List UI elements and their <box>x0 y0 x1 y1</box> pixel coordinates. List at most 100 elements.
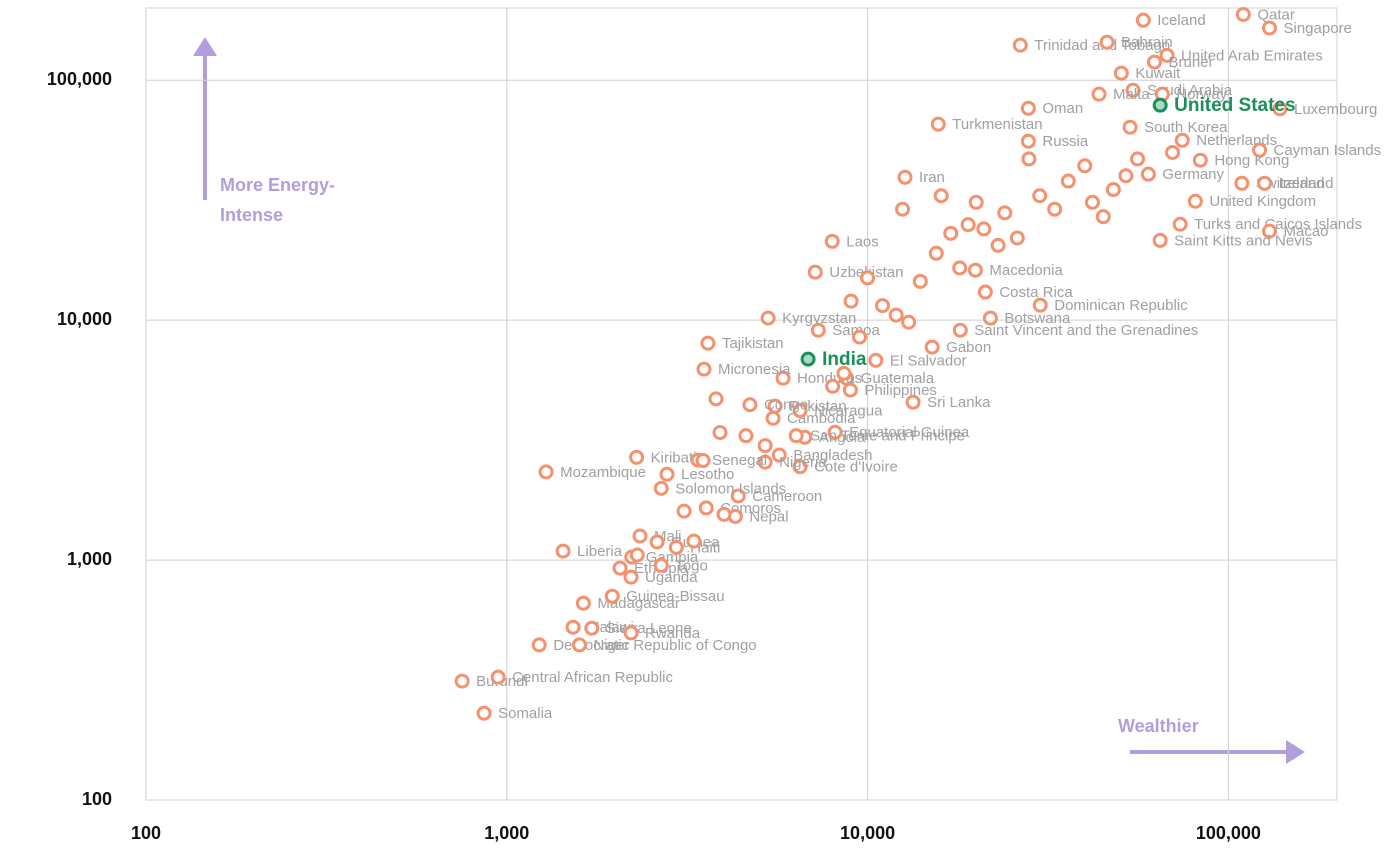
point <box>1234 175 1250 191</box>
point-label: Cameroon <box>752 488 822 505</box>
point <box>1020 100 1036 116</box>
point <box>875 298 891 314</box>
point <box>943 225 959 241</box>
point <box>1130 151 1146 167</box>
point <box>952 260 968 276</box>
point <box>668 539 684 555</box>
point <box>1020 133 1036 149</box>
point <box>1099 34 1115 50</box>
point-label: Cote d'Ivoire <box>814 459 898 476</box>
point <box>584 620 600 636</box>
point <box>765 410 781 426</box>
point <box>649 534 665 550</box>
point <box>757 438 773 454</box>
point <box>843 293 859 309</box>
point <box>1118 168 1134 184</box>
point <box>912 273 928 289</box>
point <box>716 506 732 522</box>
point-label: Oman <box>1042 100 1083 117</box>
point-label: Gabon <box>946 339 991 356</box>
point <box>1084 194 1100 210</box>
point <box>695 453 711 469</box>
annotation: Wealthier <box>1118 716 1199 736</box>
point-label: United States <box>1174 95 1295 116</box>
point-label: Togo <box>675 557 708 574</box>
point <box>490 669 506 685</box>
point <box>1257 175 1273 191</box>
point-label: Switzerland <box>1256 175 1334 192</box>
point <box>976 221 992 237</box>
point <box>771 447 787 463</box>
point <box>696 361 712 377</box>
point <box>1140 166 1156 182</box>
point-label: Germany <box>1162 166 1224 183</box>
point-label: Solomon Islands <box>675 480 786 497</box>
point <box>565 619 581 635</box>
point <box>612 560 628 576</box>
annotation: More Energy- <box>220 175 335 195</box>
point-label: Central African Republic <box>512 669 673 686</box>
point <box>575 595 591 611</box>
point-label: Sri Lanka <box>927 394 991 411</box>
point-label: Ireland <box>1279 175 1325 192</box>
point <box>629 547 645 563</box>
point <box>454 673 470 689</box>
point <box>788 428 804 444</box>
point-label: Senegal <box>712 452 767 469</box>
point-label: Saint Kitts and Nevis <box>1174 232 1312 249</box>
point <box>1165 144 1181 160</box>
point-label: Turks and Caicos Islands <box>1194 216 1362 233</box>
point <box>860 270 876 286</box>
point-label: Guatemala <box>861 370 935 387</box>
point-label: Brunei <box>1168 54 1211 71</box>
x-arrow-head <box>1286 740 1305 764</box>
point-label: Philippines <box>864 382 937 399</box>
point-label: Norway <box>1176 86 1227 103</box>
point-label: India <box>822 349 867 370</box>
point-label: Nicaragua <box>814 403 883 420</box>
point <box>807 264 823 280</box>
point <box>825 378 841 394</box>
point-label: Malawi <box>587 619 634 636</box>
point <box>775 370 791 386</box>
point <box>632 528 648 544</box>
point-label: Bahrain <box>1121 34 1173 51</box>
point <box>1047 201 1063 217</box>
point <box>1012 37 1028 53</box>
point-label: Bangladesh <box>793 447 872 464</box>
point <box>698 500 714 516</box>
point-label: Liberia <box>577 543 623 560</box>
y-tick-label: 10,000 <box>57 309 112 329</box>
point-label: Macedonia <box>989 262 1063 279</box>
point <box>730 488 746 504</box>
point <box>1261 223 1277 239</box>
point <box>767 398 783 414</box>
annotation: Intense <box>220 205 283 225</box>
y-tick-label: 100,000 <box>47 69 112 89</box>
point <box>990 237 1006 253</box>
point <box>1146 54 1162 70</box>
point-label: Turkmenistan <box>952 116 1042 133</box>
point-label: Macao <box>1283 223 1328 240</box>
point <box>538 464 554 480</box>
point-label: El Salvador <box>890 352 967 369</box>
point-label: Botswana <box>1004 310 1071 327</box>
point <box>897 169 913 185</box>
point-label: Singapore <box>1283 20 1351 37</box>
point-label: Nepal <box>749 508 788 525</box>
point <box>738 428 754 444</box>
point <box>1095 209 1111 225</box>
point <box>977 284 993 300</box>
point-label: Iceland <box>1157 12 1205 29</box>
point <box>967 262 983 278</box>
x-tick-label: 100,000 <box>1196 823 1261 843</box>
y-tick-label: 100 <box>82 789 112 809</box>
point-label: Saint Vincent and the Grenadines <box>974 322 1198 339</box>
point <box>653 557 669 573</box>
point <box>1159 47 1175 63</box>
point <box>1021 151 1037 167</box>
point <box>933 188 949 204</box>
point <box>960 217 976 233</box>
point <box>792 459 808 475</box>
point <box>760 310 776 326</box>
